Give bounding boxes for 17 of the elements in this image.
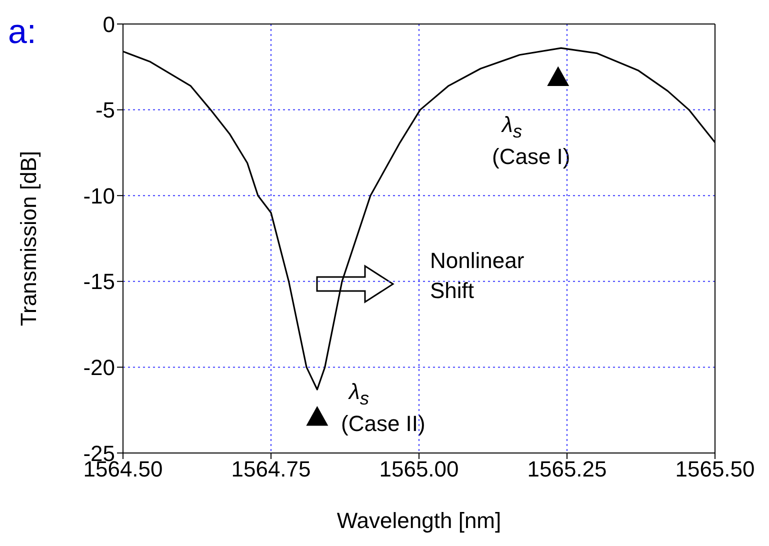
y-tick-label: -15	[83, 269, 115, 294]
x-tick-label: 1564.75	[231, 456, 311, 482]
annotation: Nonlinear	[430, 248, 524, 274]
x-tick-label: 1565.00	[379, 456, 459, 482]
text: a:	[8, 12, 36, 53]
y-tick-label: -20	[83, 355, 115, 380]
x-tick-label: 1565.50	[675, 456, 755, 482]
annotation: (Case II)	[341, 411, 426, 438]
x-axis-title: Wavelength [nm]	[336, 508, 502, 533]
y-tick-label: -10	[83, 183, 115, 208]
annotation: Shift	[430, 278, 474, 304]
y-axis-title: Transmission [dB]	[16, 150, 41, 326]
annotation: λ$_{s}$	[349, 379, 369, 410]
annotation: λ$_{s}$	[502, 112, 522, 142]
y-tick-label: 0	[102, 12, 115, 37]
y-tick-label: -5	[95, 98, 115, 123]
x-tick-label: 1565.25	[527, 456, 607, 482]
